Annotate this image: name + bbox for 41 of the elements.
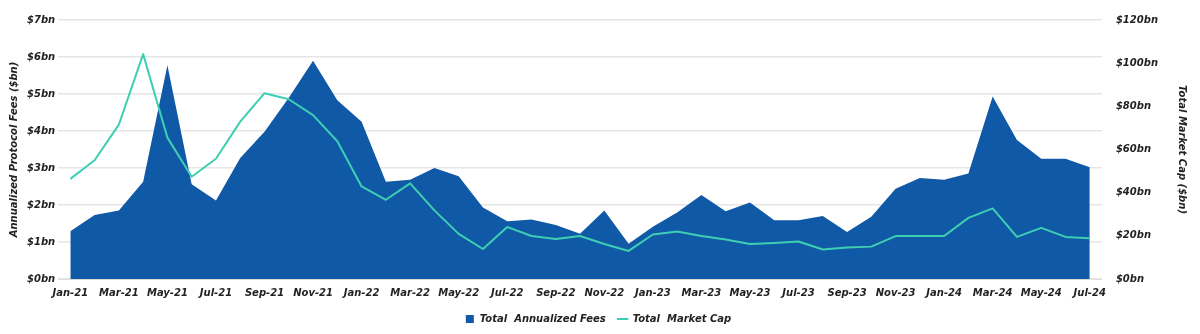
y2-tick-label: $120bn (1115, 13, 1158, 25)
x-tick-label: Nov-22 (584, 286, 625, 298)
y-tick-label: $4bn (26, 124, 56, 136)
y2-tick-label: $40bn (1115, 186, 1152, 198)
x-tick-label: May-23 (729, 286, 771, 298)
x-tick-label: Mar-23 (681, 286, 722, 298)
y2-tick-label: $100bn (1115, 56, 1158, 68)
x-tick-label: Jul-22 (489, 286, 524, 298)
x-tick-label: Jul-21 (197, 286, 233, 298)
x-tick-label: May-24 (1020, 286, 1062, 298)
x-tick-label: Mar-21 (99, 286, 139, 298)
y-axis-title: Annualized Protocol Fees ($bn) (7, 61, 19, 239)
y-tick-label: $5bn (26, 87, 56, 99)
y-tick-label: $6bn (26, 50, 56, 62)
y-tick-label: $7bn (26, 13, 56, 25)
x-tick-label: Jan-22 (341, 286, 380, 298)
x-tick-label: Mar-24 (972, 286, 1013, 298)
y2-tick-label: $60bn (1115, 143, 1152, 155)
x-tick-label: May-22 (438, 286, 480, 298)
y2-tick-label: $80bn (1115, 99, 1152, 111)
y-tick-label: $2bn (26, 198, 56, 210)
legend-label: Total Annualized Fees (479, 312, 606, 324)
y2-tick-label: $20bn (1115, 229, 1152, 241)
y-tick-label: $0bn (26, 272, 56, 284)
x-tick-label: Nov-23 (875, 286, 916, 298)
y-tick-label: $3bn (26, 161, 56, 173)
x-tick-label: May-21 (146, 286, 188, 298)
x-tick-label: Jan-23 (633, 286, 671, 298)
x-tick-label: Nov-21 (293, 286, 333, 298)
x-tick-label: Sep-22 (536, 286, 576, 298)
x-tick-label: Jul-24 (1071, 286, 1106, 298)
legend-label: Total Market Cap (632, 312, 732, 324)
y-tick-label: $1bn (26, 235, 56, 247)
x-tick-label: Sep-23 (827, 286, 867, 298)
y2-axis-title: Total Market Cap ($bn) (1177, 85, 1189, 214)
y2-tick-label: $0bn (1115, 272, 1145, 284)
x-tick-label: Jan-21 (50, 286, 89, 298)
x-tick-label: Jan-24 (924, 286, 962, 298)
x-tick-label: Sep-21 (244, 286, 285, 298)
x-tick-label: Mar-22 (390, 286, 431, 298)
x-tick-label: Jul-23 (780, 286, 815, 298)
